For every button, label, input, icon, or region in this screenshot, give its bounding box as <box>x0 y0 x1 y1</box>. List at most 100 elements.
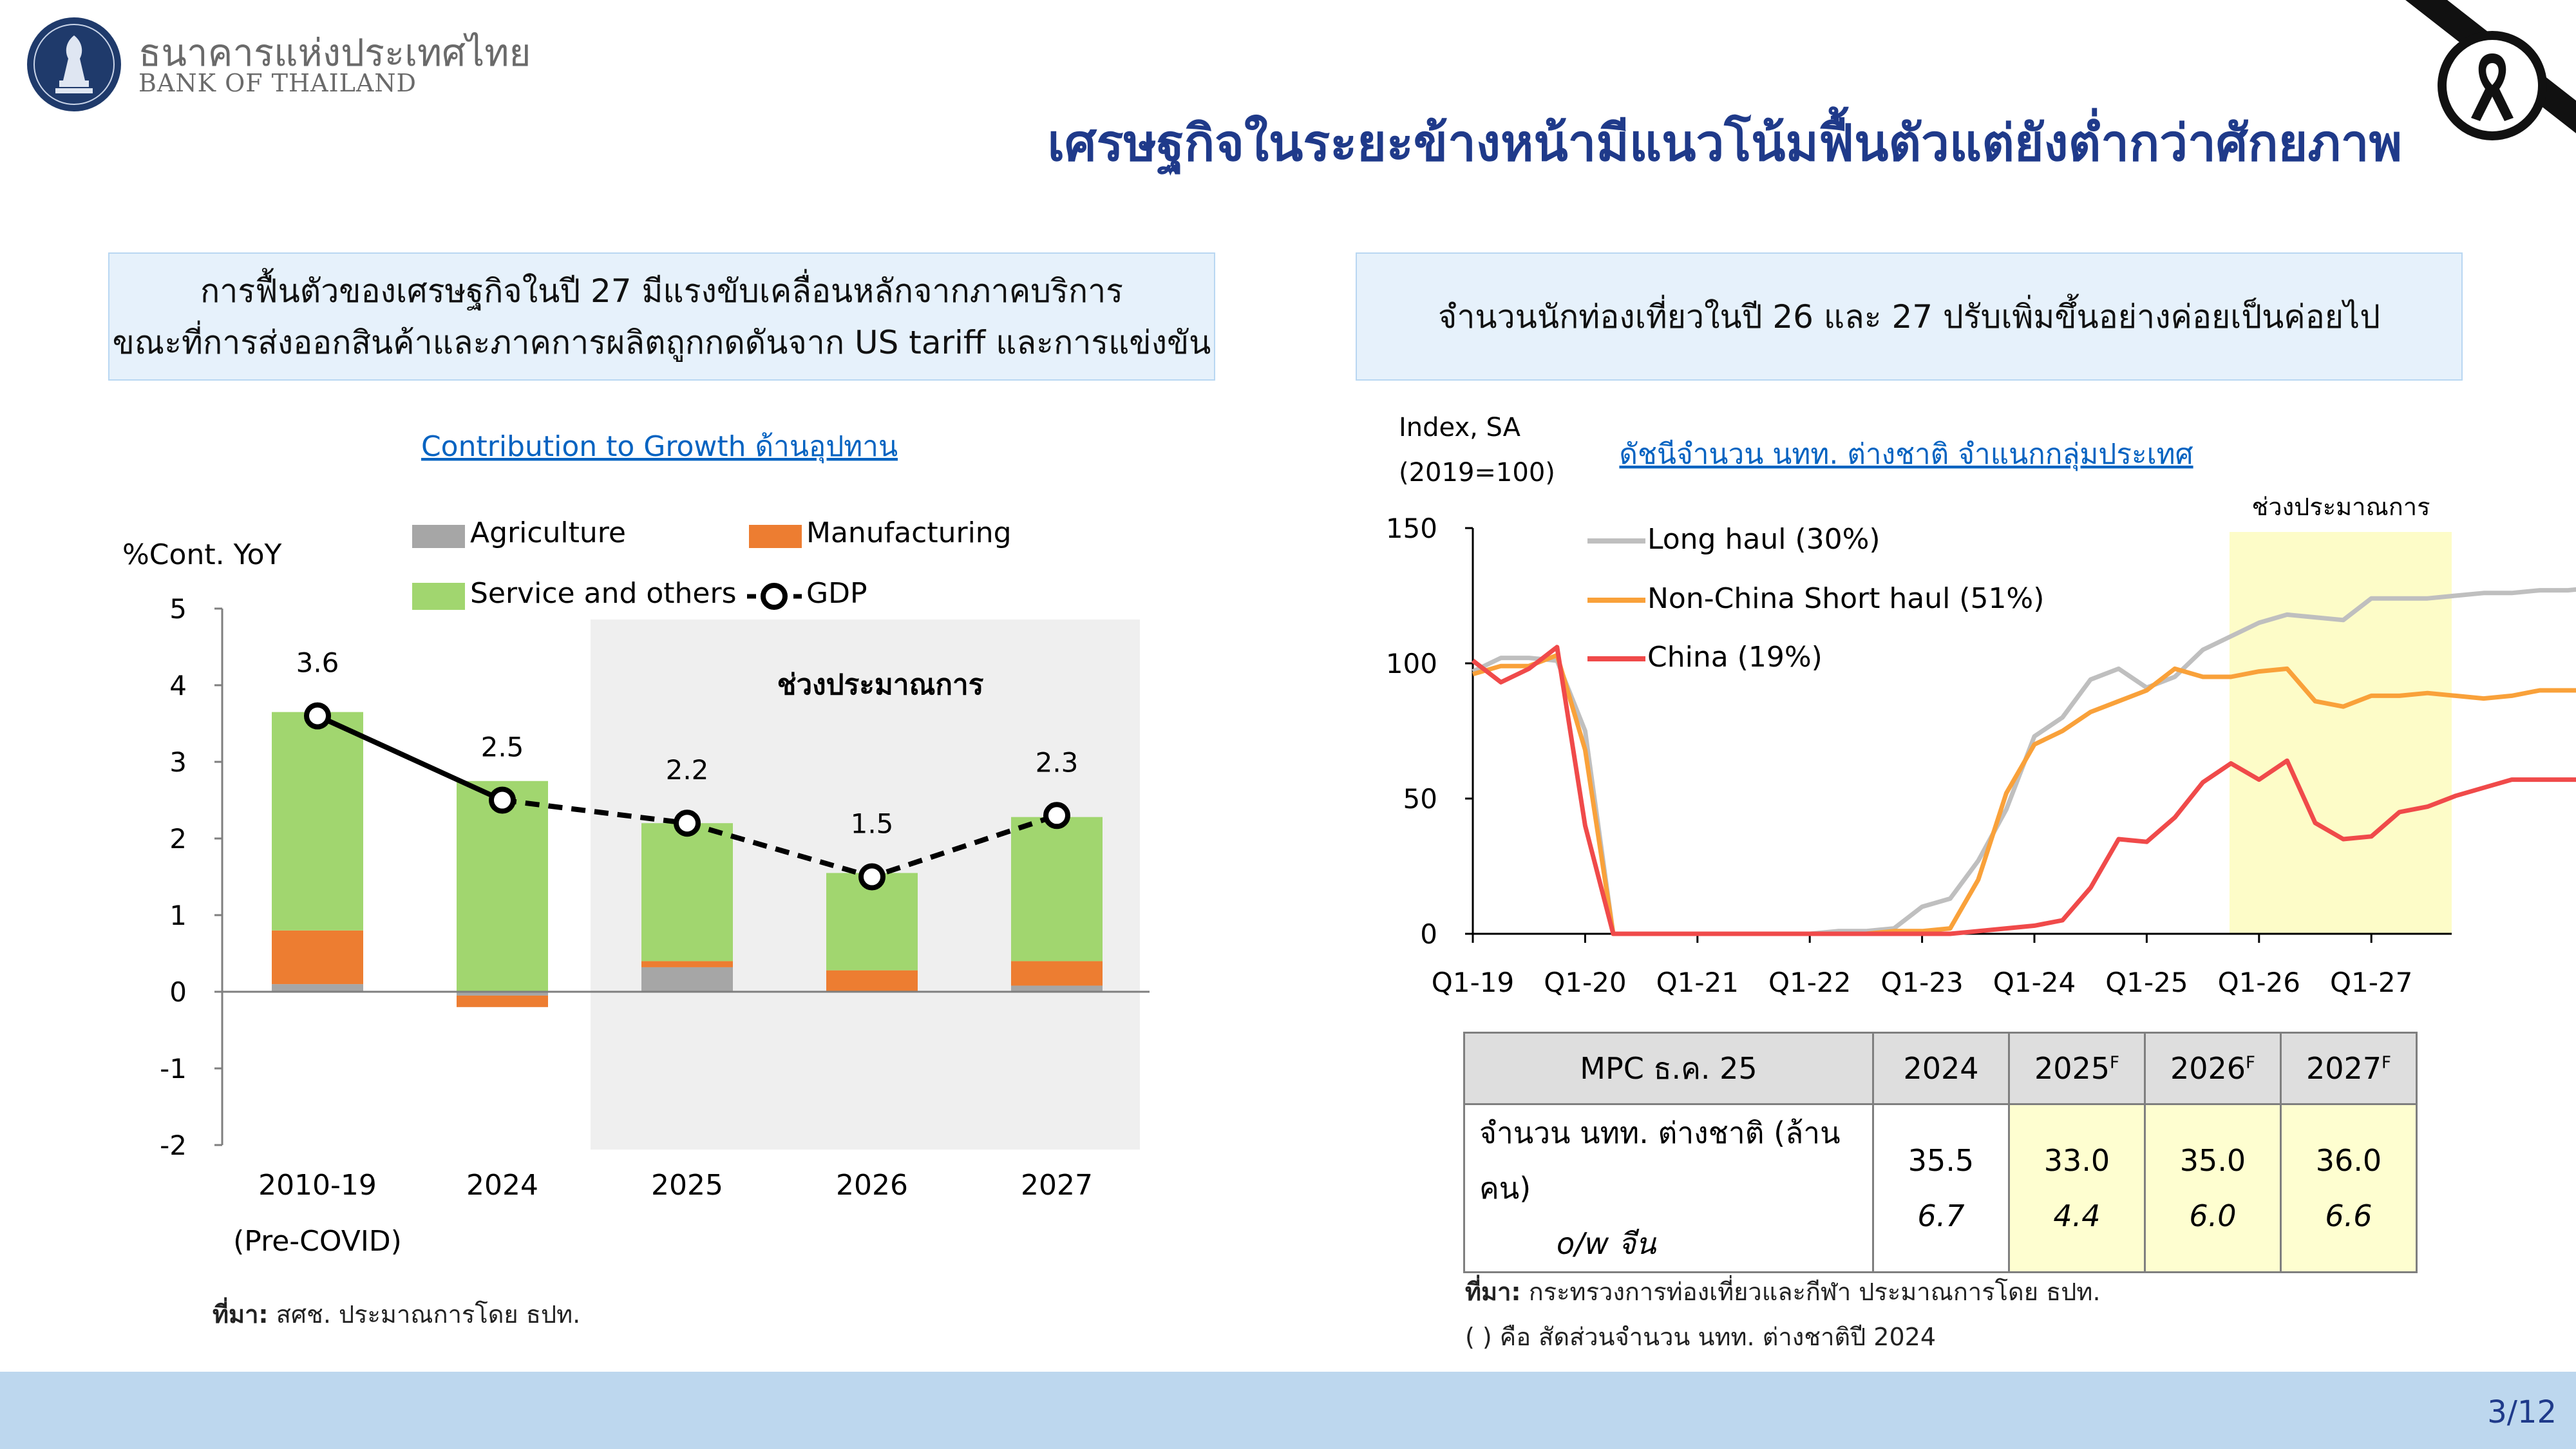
bar-agriculture <box>641 967 733 992</box>
x-tick-label: Q1-23 <box>1880 967 1963 998</box>
y-tick-label: 100 <box>1386 648 1437 679</box>
left-headline-line1: การฟื้นตัวของเศรษฐกิจในปี 27 มีแรงขับเคล… <box>200 272 1124 310</box>
x-tick-label: 2010-19 <box>258 1169 377 1202</box>
gdp-point <box>304 702 331 730</box>
x-tick-label: Q1-19 <box>1432 967 1514 998</box>
right-chart-title[interactable]: ดัชนีจำนวน นทท. ต่างชาติ จำแนกกลุ่มประเท… <box>1619 438 2193 471</box>
legend: Agriculture Manufacturing Service and ot… <box>412 516 1012 610</box>
bar-agriculture <box>1011 985 1103 992</box>
china-line <box>1471 645 2576 936</box>
y-tick-label: -2 <box>160 1130 187 1161</box>
bank-name-thai: ธนาคารแห่งประเทศไทย <box>138 31 531 75</box>
mpc-forecast-table: MPC ธ.ค. 25 2024 2025F 2026F 2027F จำนวน… <box>1463 1032 2418 1273</box>
footer-bar <box>0 1372 2576 1449</box>
right-headline: จำนวนนักท่องเที่ยวในปี 26 และ 27 ปรับเพิ… <box>1438 298 2380 336</box>
contribution-to-growth-chart: Contribution to Growth ด้านอุปทาน %Cont.… <box>122 430 1150 1258</box>
x-tick-label: Q1-20 <box>1544 967 1626 998</box>
row-label-china: o/w จีน <box>1557 1226 1656 1261</box>
gdp-line-dashed <box>502 797 1058 880</box>
right-plot-area: ช่วงประมาณการ 150 100 50 0 Q1-19 Q1-20 Q1-21 Q1-… <box>1386 493 2576 998</box>
gdp-data-label: 1.5 <box>851 808 894 840</box>
bar-agriculture <box>272 984 363 992</box>
x-tick-label: Q1-21 <box>1656 967 1739 998</box>
gdp-point <box>674 810 701 837</box>
x-tick-label: Q1-24 <box>1993 967 2076 998</box>
row-label-total: จำนวน นทท. ต่างชาติ (ล้านคน) <box>1479 1115 1841 1206</box>
legend-label-china: China (19%) <box>1647 641 1823 674</box>
table-header-year: 2024 <box>1872 1032 2010 1105</box>
right-source-label: ที่มา: <box>1465 1278 1521 1306</box>
y-tick-label: 1 <box>169 900 187 931</box>
bar-manufacturing <box>457 995 548 1007</box>
legend-swatch-service <box>412 583 465 610</box>
table-cell: 35.5 6.7 <box>1872 1103 2010 1273</box>
gdp-data-label: 2.5 <box>481 732 524 763</box>
legend-swatch-manufacturing <box>749 525 802 548</box>
legend-label-short-haul: Non-China Short haul (51%) <box>1647 582 2044 615</box>
y-tick-label: 4 <box>169 670 187 701</box>
gdp-point <box>858 863 886 891</box>
bar-agriculture <box>457 992 548 996</box>
page-number: 3/12 <box>2487 1394 2557 1430</box>
legend-label-agriculture: Agriculture <box>470 516 626 549</box>
gdp-point <box>489 786 516 814</box>
bar-service <box>641 823 733 961</box>
table-cell: 33.0 4.4 <box>2008 1103 2146 1273</box>
legend-label-service: Service and others <box>470 577 737 610</box>
right-share-note: ( ) คือ สัดส่วนจำนวน นทท. ต่างชาติปี 202… <box>1465 1323 1936 1351</box>
table-cell: 36.0 6.6 <box>2280 1103 2418 1273</box>
y-tick-label: 3 <box>169 746 187 778</box>
table-header-year: 2026F <box>2144 1032 2282 1105</box>
x-tick-label: 2025 <box>651 1169 723 1202</box>
right-legend: Long haul (30%) Non-China Short haul (51… <box>1587 523 2044 674</box>
bar-service <box>457 781 548 992</box>
left-plot-area: ช่วงประมาณการ 5 4 3 2 1 0 -1 -2 2010-19 2024 2025 20… <box>160 593 1150 1258</box>
x-tick-label: 2027 <box>1021 1169 1093 1202</box>
left-source-text: สศช. ประมาณการโดย ธปท. <box>268 1300 581 1329</box>
y-tick-label: 5 <box>169 593 187 625</box>
bank-name-english: BANK OF THAILAND <box>138 69 417 97</box>
right-headline-box: จำนวนนักท่องเที่ยวในปี 26 และ 27 ปรับเพิ… <box>1356 252 2463 381</box>
bar-manufacturing <box>1011 961 1103 986</box>
table-header-year: 2025F <box>2008 1032 2146 1105</box>
right-source-note: ที่มา: กระทรวงการท่องเที่ยวและกีฬา ประมา… <box>1465 1272 2101 1311</box>
legend-swatch-agriculture <box>412 525 465 548</box>
x-tick-label: Q1-26 <box>2218 967 2300 998</box>
left-source-label: ที่มา: <box>213 1300 269 1329</box>
x-tick-label: Q1-25 <box>2105 967 2188 998</box>
table-header-label: MPC ธ.ค. 25 <box>1463 1032 1874 1105</box>
y-tick-label: 0 <box>169 976 187 1008</box>
table-cell: 35.0 6.0 <box>2144 1103 2282 1273</box>
bar-manufacturing <box>272 930 363 985</box>
y-axis-label: %Cont. YoY <box>122 538 282 571</box>
y-tick-label: 2 <box>169 823 187 855</box>
left-headline-box: การฟื้นตัวของเศรษฐกิจในปี 27 มีแรงขับเคล… <box>108 252 1215 381</box>
table-header-year: 2027F <box>2280 1032 2418 1105</box>
legend-marker-gdp <box>761 583 788 610</box>
gdp-data-label: 2.2 <box>666 754 709 786</box>
right-y-label-line2: (2019=100) <box>1399 458 1555 488</box>
right-y-label-line1: Index, SA <box>1399 413 1521 442</box>
y-tick-label: 0 <box>1420 918 1437 950</box>
y-tick-label: -1 <box>160 1053 187 1084</box>
page-title: เศรษฐกิจในระยะข้างหน้ามีแนวโน้มฟื้นตัวแต… <box>1047 115 2403 173</box>
x-tick-label: 2026 <box>836 1169 908 1202</box>
x-tick-label: Q1-27 <box>2330 967 2412 998</box>
tourist-index-chart: Index, SA (2019=100) ดัชนีจำนวน นทท. ต่า… <box>1386 413 2576 998</box>
legend-label-gdp: GDP <box>806 577 867 610</box>
x-tick-label: Q1-22 <box>1768 967 1851 998</box>
legend-label-long-haul: Long haul (30%) <box>1647 523 1880 556</box>
forecast-label: ช่วงประมาณการ <box>777 668 984 701</box>
forecast-shade <box>2230 532 2452 934</box>
x-tick-label: 2024 <box>466 1169 538 1202</box>
left-headline-line2: ขณะที่การส่งออกสินค้าและภาคการผลิตถูกกดด… <box>112 323 1211 361</box>
bank-of-thailand-logo-icon <box>27 17 121 111</box>
left-source-note: ที่มา: สศช. ประมาณการโดย ธปท. <box>213 1294 580 1334</box>
table-row: จำนวน นทท. ต่างชาติ (ล้านคน) o/w จีน 35.… <box>1463 1103 2418 1273</box>
y-tick-label: 50 <box>1403 783 1437 815</box>
gdp-point <box>1043 802 1070 829</box>
table-header-row: MPC ธ.ค. 25 2024 2025F 2026F 2027F <box>1463 1032 2418 1105</box>
left-chart-title[interactable]: Contribution to Growth ด้านอุปทาน <box>421 430 898 464</box>
right-source-text: กระทรวงการท่องเที่ยวและกีฬา ประมาณการโดย… <box>1520 1278 2101 1306</box>
gdp-data-label: 3.6 <box>296 647 339 679</box>
